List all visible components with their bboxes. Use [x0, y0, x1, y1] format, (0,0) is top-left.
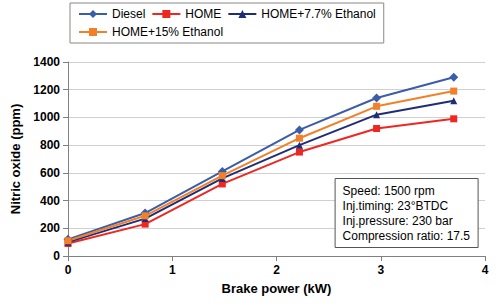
- svg-text:4: 4: [482, 263, 489, 277]
- svg-text:3: 3: [377, 263, 384, 277]
- svg-text:2: 2: [273, 263, 280, 277]
- svg-text:Inj.pressure: 230 bar: Inj.pressure: 230 bar: [343, 214, 453, 228]
- svg-text:400: 400: [40, 194, 60, 208]
- svg-text:Compression ratio: 17.5: Compression ratio: 17.5: [343, 229, 471, 243]
- svg-text:1200: 1200: [33, 83, 60, 97]
- svg-text:HOME+7.7% Ethanol: HOME+7.7% Ethanol: [261, 7, 375, 21]
- svg-text:0: 0: [53, 249, 60, 263]
- svg-text:1400: 1400: [33, 55, 60, 69]
- svg-text:200: 200: [40, 221, 60, 235]
- svg-text:0: 0: [65, 263, 72, 277]
- svg-text:Brake power (kW): Brake power (kW): [222, 281, 332, 296]
- svg-text:HOME+15% Ethanol: HOME+15% Ethanol: [112, 25, 223, 39]
- svg-text:600: 600: [40, 166, 60, 180]
- svg-text:Diesel: Diesel: [112, 7, 145, 21]
- svg-text:HOME: HOME: [185, 7, 221, 21]
- svg-text:Speed: 1500 rpm: Speed: 1500 rpm: [343, 184, 435, 198]
- svg-text:800: 800: [40, 138, 60, 152]
- svg-text:1000: 1000: [33, 110, 60, 124]
- svg-text:Nitric oxide (ppm): Nitric oxide (ppm): [8, 104, 23, 215]
- svg-text:1: 1: [169, 263, 176, 277]
- svg-text:Inj.timing: 23°BTDC: Inj.timing: 23°BTDC: [343, 199, 449, 213]
